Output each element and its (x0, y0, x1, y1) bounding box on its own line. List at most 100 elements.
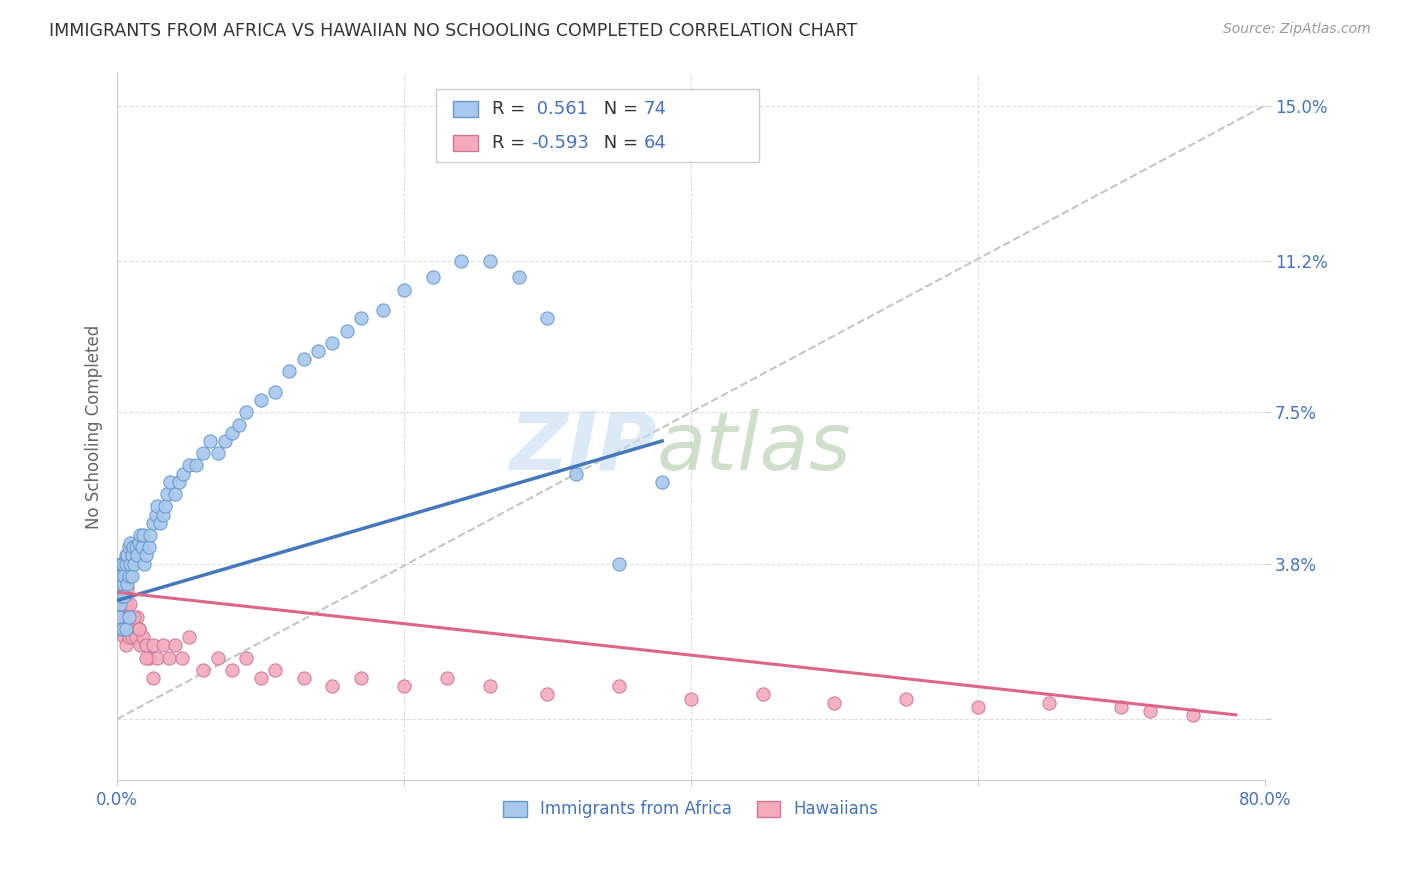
Point (163, 639, 186, 653)
Point (112, 590, 135, 604)
Point (115, 549, 138, 563)
Point (214, 434, 236, 448)
Point (607, 679, 630, 693)
Point (108, 581, 131, 595)
Point (121, 630, 143, 644)
Point (479, 679, 502, 693)
Point (177, 458, 200, 473)
Point (118, 541, 141, 555)
Point (157, 650, 180, 665)
Point (120, 622, 142, 636)
Point (607, 557, 630, 571)
Point (321, 335, 343, 350)
Point (111, 622, 134, 636)
Point (193, 663, 215, 677)
Point (111, 557, 134, 571)
Point (479, 254, 502, 268)
Point (128, 536, 150, 550)
Text: -0.593: -0.593 (531, 134, 589, 152)
Point (565, 467, 588, 481)
Point (112, 569, 135, 583)
Point (350, 671, 373, 685)
Point (172, 467, 194, 481)
Point (292, 671, 315, 685)
Point (184, 458, 207, 473)
Point (120, 557, 142, 571)
Point (112, 569, 135, 583)
Point (129, 528, 152, 542)
Point (118, 609, 141, 624)
Point (110, 590, 132, 604)
Text: N =: N = (598, 100, 644, 118)
Point (134, 557, 156, 571)
Point (536, 311, 558, 326)
Point (207, 650, 229, 665)
Point (107, 590, 129, 604)
Text: 74: 74 (644, 100, 666, 118)
Point (138, 541, 160, 555)
Text: Source: ZipAtlas.com: Source: ZipAtlas.com (1223, 22, 1371, 37)
Point (142, 671, 165, 685)
Point (153, 500, 176, 514)
Point (145, 508, 167, 522)
Point (307, 343, 329, 358)
Point (1181, 707, 1204, 722)
Point (118, 630, 141, 644)
Point (132, 528, 155, 542)
Point (110, 557, 132, 571)
Point (278, 364, 301, 378)
Point (142, 639, 165, 653)
Point (823, 696, 845, 710)
Point (114, 609, 136, 624)
Point (108, 598, 131, 612)
Point (111, 622, 134, 636)
Point (110, 609, 132, 624)
Text: N =: N = (598, 134, 644, 152)
Point (264, 384, 287, 399)
Point (131, 541, 153, 555)
Point (115, 581, 138, 595)
Point (207, 446, 229, 460)
Point (170, 650, 193, 665)
Point (122, 541, 145, 555)
Point (135, 650, 157, 665)
Point (110, 557, 132, 571)
Point (127, 549, 149, 563)
Point (114, 549, 136, 563)
Point (146, 650, 169, 665)
Point (120, 536, 142, 550)
Point (124, 609, 146, 624)
Legend: Immigrants from Africa, Hawaiians: Immigrants from Africa, Hawaiians (496, 794, 886, 825)
Point (228, 417, 250, 432)
Point (118, 609, 141, 624)
Point (108, 581, 131, 595)
Point (221, 663, 243, 677)
Point (114, 639, 136, 653)
Point (249, 671, 271, 685)
Point (156, 487, 179, 501)
Point (1038, 696, 1060, 710)
Point (112, 598, 135, 612)
Point (115, 622, 138, 636)
Point (321, 679, 343, 693)
Point (235, 405, 257, 419)
Text: IMMIGRANTS FROM AFRICA VS HAWAIIAN NO SCHOOLING COMPLETED CORRELATION CHART: IMMIGRANTS FROM AFRICA VS HAWAIIAN NO SC… (49, 22, 858, 40)
Point (125, 630, 148, 644)
Point (1109, 699, 1132, 714)
Point (392, 679, 415, 693)
Point (110, 569, 132, 583)
Point (127, 609, 149, 624)
Point (139, 528, 162, 542)
Point (235, 650, 257, 665)
Point (894, 691, 917, 706)
Point (392, 283, 415, 297)
Text: atlas: atlas (657, 409, 851, 487)
Point (436, 671, 458, 685)
Point (108, 598, 131, 612)
Point (135, 639, 157, 653)
Point (114, 557, 136, 571)
Point (124, 557, 146, 571)
Point (135, 549, 157, 563)
Point (152, 508, 174, 522)
Point (221, 425, 243, 440)
